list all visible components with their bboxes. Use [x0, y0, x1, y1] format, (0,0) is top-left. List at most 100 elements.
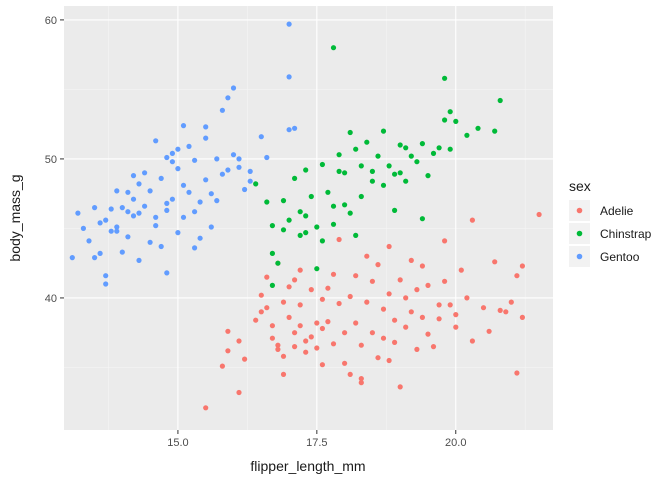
data-point-gentoo	[192, 157, 198, 163]
data-point-adelie	[453, 312, 459, 318]
data-point-gentoo	[292, 125, 298, 131]
data-point-chinstrap	[397, 170, 403, 176]
data-point-chinstrap	[269, 282, 275, 288]
y-tick-label: 60	[45, 15, 57, 27]
data-point-chinstrap	[303, 213, 309, 219]
data-point-gentoo	[258, 134, 264, 140]
data-point-gentoo	[186, 189, 192, 195]
data-point-gentoo	[242, 186, 248, 193]
data-point-adelie	[314, 320, 320, 326]
data-point-chinstrap	[303, 230, 309, 236]
data-point-adelie	[536, 211, 542, 218]
data-point-adelie	[330, 341, 337, 347]
data-point-gentoo	[69, 255, 75, 261]
data-point-adelie	[380, 306, 387, 312]
data-point-gentoo	[180, 123, 187, 129]
data-point-adelie	[286, 314, 292, 320]
data-point-gentoo	[119, 205, 125, 211]
data-point-gentoo	[236, 164, 242, 170]
data-point-adelie	[225, 348, 231, 354]
data-point-adelie	[280, 299, 287, 305]
data-point-chinstrap	[297, 232, 303, 238]
data-point-chinstrap	[319, 238, 325, 244]
data-point-adelie	[375, 262, 381, 268]
data-point-gentoo	[103, 217, 109, 223]
data-point-chinstrap	[447, 146, 453, 152]
data-point-gentoo	[236, 156, 242, 162]
data-point-adelie	[419, 314, 425, 320]
panel-background	[64, 6, 553, 430]
grid-major	[64, 6, 553, 430]
data-point-chinstrap	[292, 175, 298, 181]
data-point-adelie	[358, 380, 364, 386]
data-point-chinstrap	[314, 224, 320, 230]
data-point-chinstrap	[419, 141, 425, 147]
data-point-chinstrap	[419, 216, 425, 222]
data-point-adelie	[519, 263, 526, 269]
data-point-gentoo	[203, 135, 209, 141]
data-point-adelie	[425, 331, 431, 337]
data-point-adelie	[353, 273, 359, 279]
data-point-adelie	[325, 285, 331, 291]
grid-minor	[64, 6, 553, 430]
data-point-gentoo	[114, 228, 120, 234]
data-point-chinstrap	[314, 266, 320, 272]
data-point-adelie	[342, 330, 348, 336]
data-point-adelie	[319, 362, 325, 368]
y-tick-label: 40	[45, 293, 57, 305]
data-point-adelie	[258, 309, 264, 315]
x-tick-label: 15.0	[167, 437, 188, 449]
data-point-adelie	[303, 349, 309, 355]
data-point-chinstrap	[364, 139, 370, 145]
legend-items: Adelie Chinstrap Gentoo	[569, 200, 652, 267]
data-point-adelie	[392, 317, 398, 323]
data-point-gentoo	[158, 243, 164, 250]
data-point-adelie	[458, 267, 464, 273]
data-point-gentoo	[214, 156, 220, 162]
legend-title: sex	[569, 178, 591, 194]
data-point-chinstrap	[453, 118, 459, 124]
data-point-adelie	[297, 267, 303, 273]
data-point-adelie	[497, 307, 503, 313]
data-point-adelie	[514, 370, 520, 376]
data-point-gentoo	[225, 167, 231, 173]
data-point-gentoo	[130, 196, 137, 202]
y-tick-label: 50	[45, 154, 57, 166]
data-point-gentoo	[92, 205, 98, 211]
data-point-gentoo	[92, 255, 98, 261]
data-point-gentoo	[97, 220, 103, 226]
data-point-adelie	[408, 257, 414, 263]
data-point-chinstrap	[347, 210, 353, 216]
data-point-adelie	[319, 296, 325, 302]
data-point-gentoo	[103, 281, 109, 287]
data-point-chinstrap	[336, 168, 342, 174]
data-point-gentoo	[164, 207, 170, 213]
data-point-adelie	[469, 217, 475, 223]
data-point-adelie	[308, 287, 314, 293]
data-point-adelie	[480, 305, 487, 311]
data-point-chinstrap	[308, 193, 314, 200]
data-point-adelie	[336, 300, 342, 307]
data-point-adelie	[347, 293, 353, 300]
data-point-adelie	[314, 345, 320, 351]
data-point-gentoo	[153, 223, 159, 229]
data-point-chinstrap	[269, 223, 275, 229]
data-point-gentoo	[192, 245, 198, 251]
data-point-adelie	[292, 277, 298, 283]
x-axis-title: flipper_length_mm	[250, 458, 365, 474]
data-point-adelie	[275, 342, 281, 348]
data-point-chinstrap	[497, 97, 503, 104]
data-point-adelie	[369, 330, 375, 336]
data-point-gentoo	[164, 200, 170, 206]
data-point-adelie	[514, 273, 520, 279]
data-point-adelie	[264, 305, 270, 311]
data-point-chinstrap	[475, 125, 481, 131]
data-point-gentoo	[180, 214, 187, 220]
legend-swatch-gentoo	[576, 253, 583, 260]
legend-swatch-chinstrap	[576, 230, 583, 237]
data-point-adelie	[364, 253, 370, 259]
data-point-gentoo	[130, 173, 137, 179]
y-axis-ticks: 40 50 60	[45, 15, 64, 305]
data-point-chinstrap	[369, 168, 375, 174]
